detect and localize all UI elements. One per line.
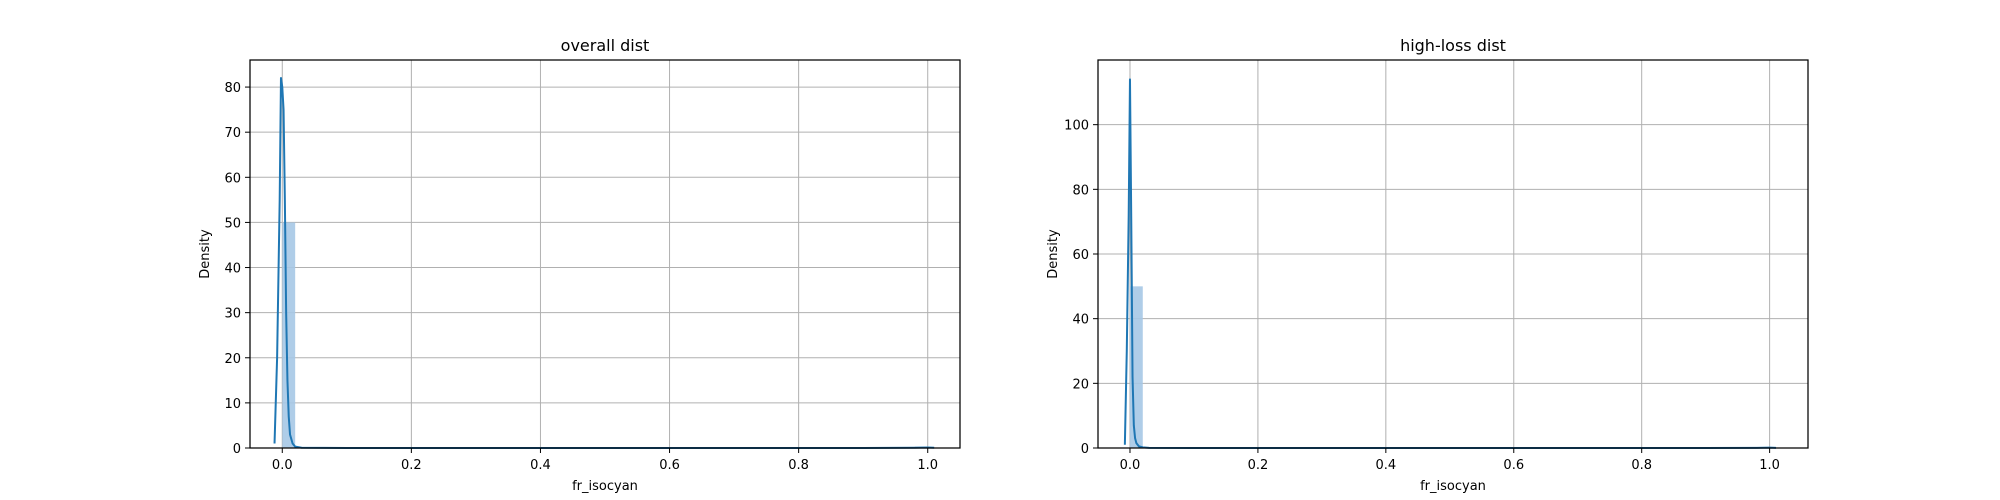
- x-tick-label: 1.0: [917, 458, 938, 473]
- chart-title: overall dist: [561, 36, 650, 55]
- x-tick-label: 0.0: [272, 458, 293, 473]
- y-tick-label: 80: [224, 81, 241, 96]
- y-tick-label: 60: [224, 171, 241, 186]
- x-tick-label: 0.4: [1375, 458, 1396, 473]
- y-axis-label: Density: [198, 229, 213, 279]
- y-tick-label: 0: [1081, 442, 1089, 457]
- y-tick-label: 70: [224, 126, 241, 141]
- y-tick-label: 10: [224, 397, 241, 412]
- x-tick-label: 0.2: [401, 458, 422, 473]
- x-tick-label: 0.6: [659, 458, 680, 473]
- high-loss-dist-panel: high-loss dist fr_isocyan Density 0.0 0.2…: [1046, 36, 1809, 494]
- y-axis-label: Density: [1046, 229, 1061, 279]
- y-tick-label: 20: [1072, 377, 1089, 392]
- x-axis-label: fr_isocyan: [572, 479, 638, 494]
- y-tick-label: 60: [1072, 248, 1089, 263]
- x-tick-label: 0.8: [1631, 458, 1652, 473]
- x-tick-label: 0.0: [1120, 458, 1141, 473]
- axes-frame: [249, 59, 961, 449]
- y-tick-label: 20: [224, 352, 241, 367]
- x-tick-label: 0.2: [1248, 458, 1269, 473]
- y-tick-label: 30: [224, 307, 241, 322]
- y-tick-label: 0: [233, 442, 241, 457]
- x-tick-label: 0.8: [788, 458, 809, 473]
- chart-title: high-loss dist: [1400, 36, 1506, 55]
- x-tick-label: 0.6: [1503, 458, 1524, 473]
- overall-dist-panel: overall dist fr_isocyan Density 0.0 0.2 0.…: [198, 36, 961, 494]
- y-tick-label: 50: [224, 216, 241, 231]
- x-tick-label: 1.0: [1759, 458, 1780, 473]
- y-tick-label: 40: [224, 262, 241, 277]
- x-tick-label: 0.4: [530, 458, 551, 473]
- y-tick-label: 80: [1072, 183, 1089, 198]
- y-tick-label: 100: [1064, 119, 1089, 134]
- y-tick-label: 40: [1072, 313, 1089, 328]
- x-axis-label: fr_isocyan: [1420, 479, 1486, 494]
